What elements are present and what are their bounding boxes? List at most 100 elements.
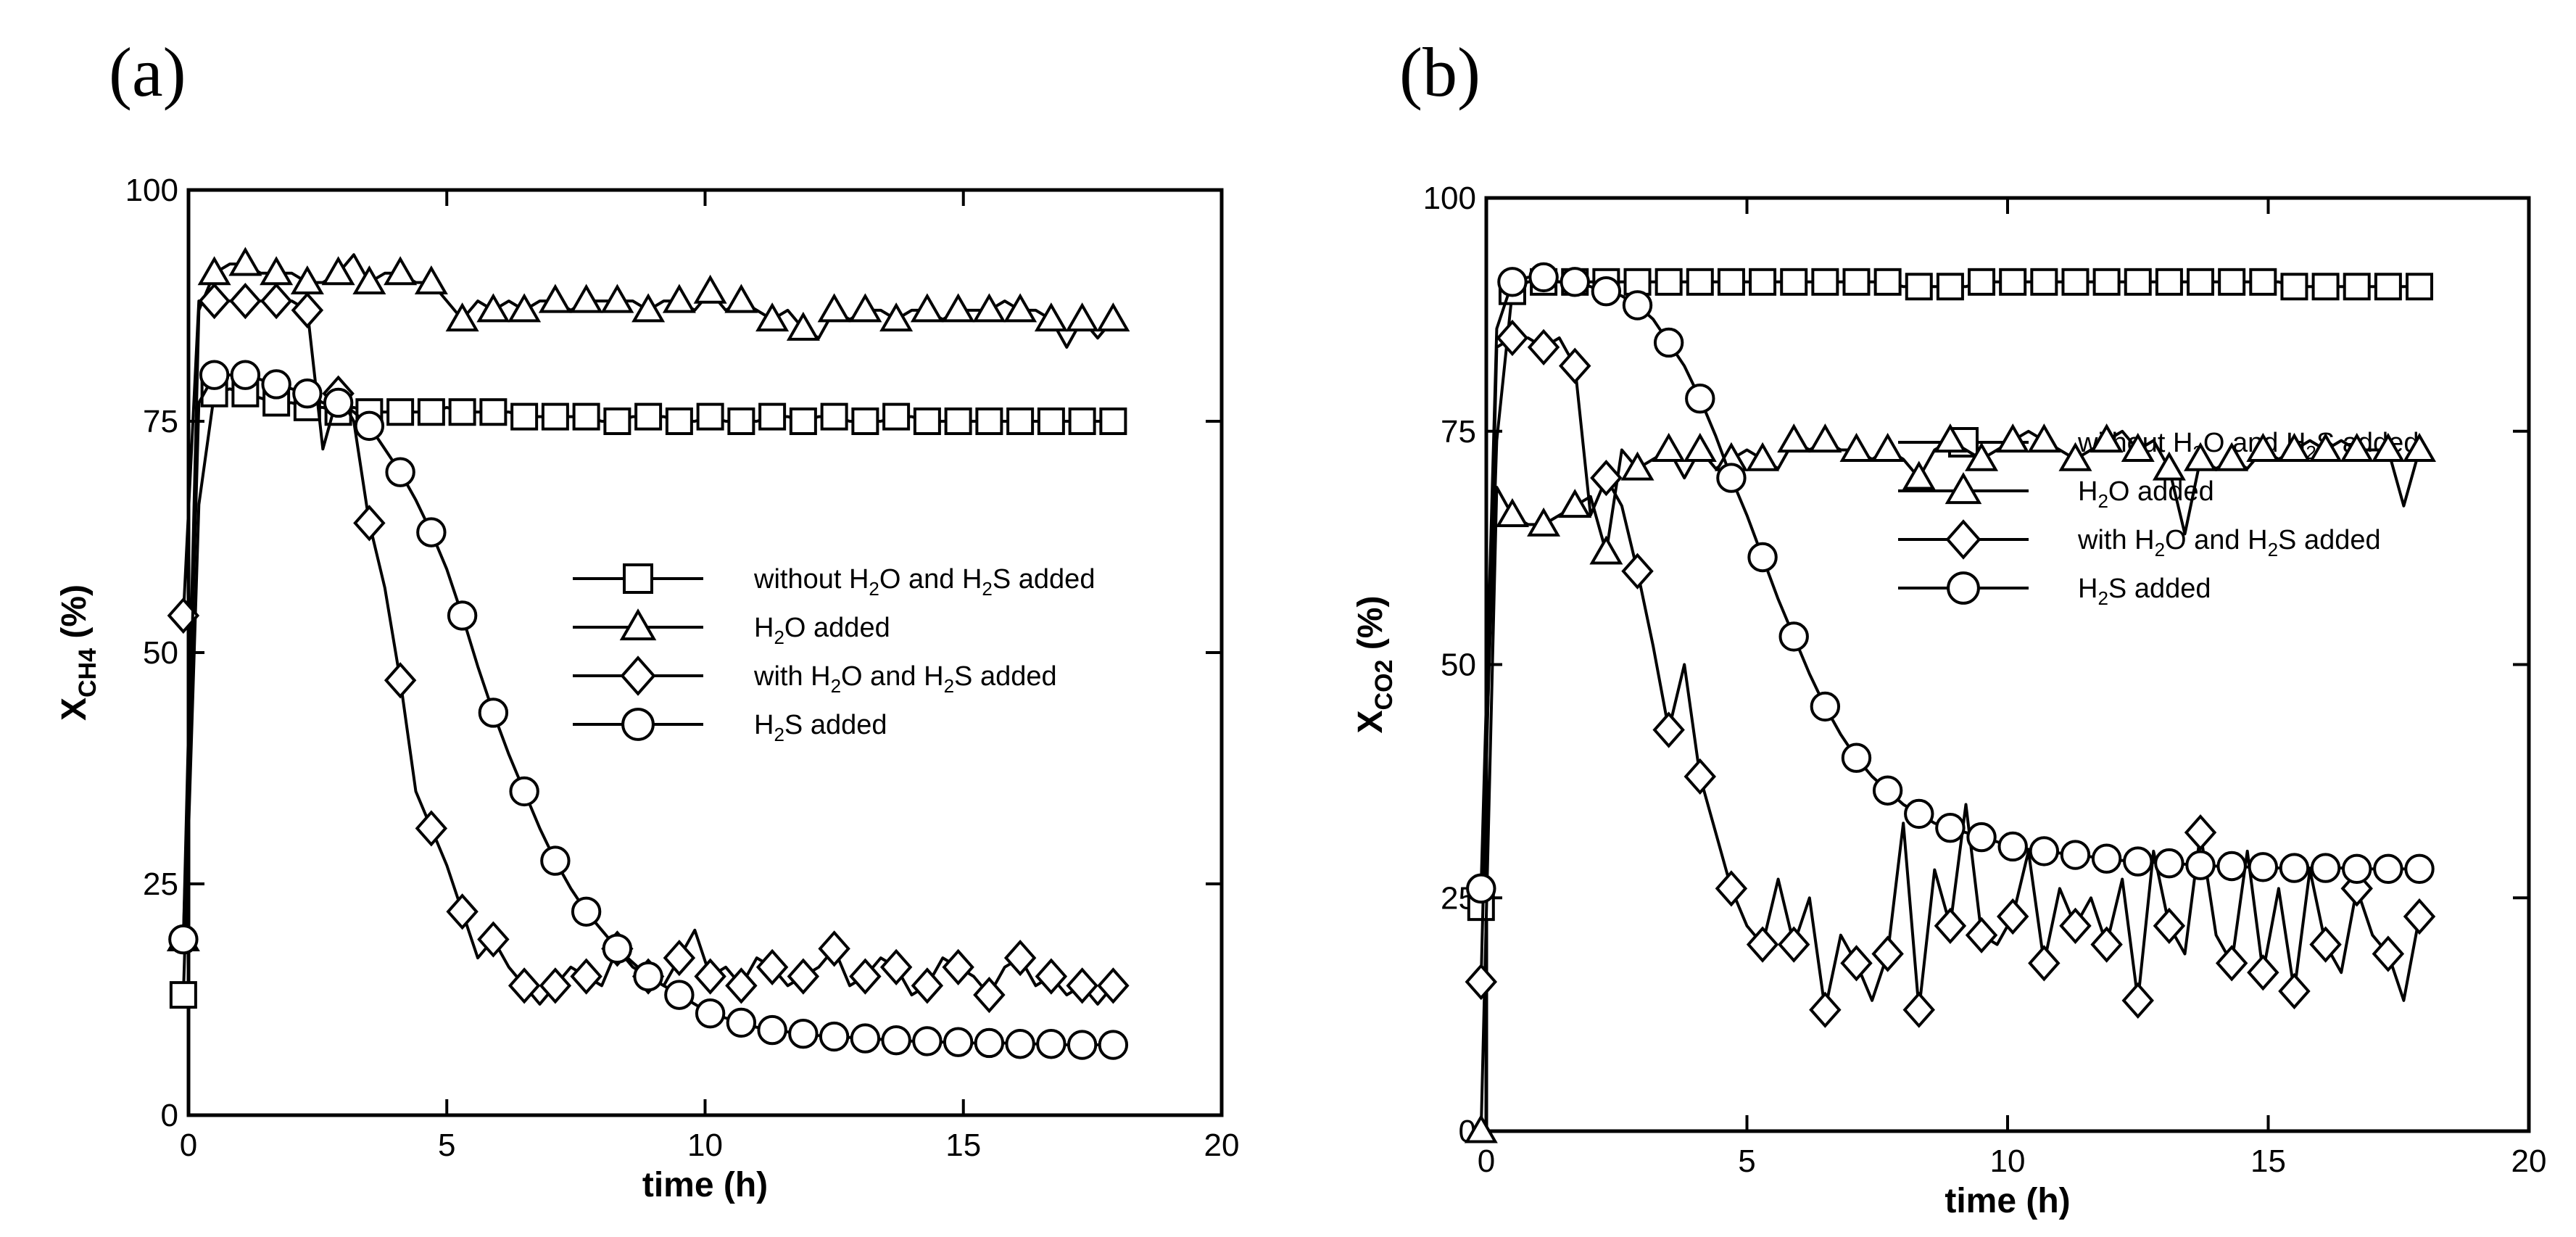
data-point-circle (1560, 267, 1590, 297)
data-point-square (448, 398, 476, 426)
data-point-square (758, 402, 787, 431)
data-point-diamond (2372, 935, 2405, 972)
data-point-diamond (2121, 982, 2154, 1019)
data-point-diamond (1652, 711, 1685, 748)
data-point-diamond (663, 939, 696, 977)
data-point-square (603, 407, 631, 435)
legend-label-part: H (754, 710, 774, 740)
legend-label-part: with H (2077, 525, 2155, 555)
data-point-diamond (879, 948, 913, 985)
data-point-diamond (1003, 939, 1037, 977)
x-tick-label: 10 (1990, 1143, 2026, 1179)
y-tick-label: 75 (143, 404, 178, 439)
legend-label-part: 2 (869, 578, 879, 600)
legend-label: H2O added (754, 613, 890, 648)
series-square (1467, 268, 2434, 922)
data-point-square (1873, 268, 1902, 296)
data-point-diamond (2215, 945, 2248, 982)
data-point-square (1099, 407, 1127, 435)
data-point-square (2061, 268, 2090, 296)
data-point-diamond (1559, 347, 1591, 384)
legend-item: H2S added (573, 708, 887, 745)
data-point-circle (385, 457, 415, 487)
legend-marker-circle (1947, 571, 1980, 605)
plot-frame (1484, 196, 2531, 1133)
series-line (181, 253, 1114, 940)
y-axis-title-unit: (%) (55, 584, 94, 648)
data-point-circle (726, 1007, 757, 1038)
data-point-circle (1966, 822, 1997, 853)
data-point-circle (1685, 384, 1715, 414)
data-point-square (169, 981, 197, 1009)
data-point-circle (788, 1019, 819, 1049)
data-point-triangle (2152, 451, 2186, 481)
data-point-circle (2154, 848, 2184, 879)
data-point-triangle (2371, 432, 2405, 462)
data-point-diamond (1746, 926, 1779, 963)
data-point-square (2249, 268, 2277, 296)
data-point-diamond (2028, 945, 2061, 982)
legend-label-part: 2 (2097, 490, 2108, 512)
data-point-circle (1872, 775, 1903, 806)
data-point-triangle (290, 265, 324, 295)
data-point-diamond (477, 921, 510, 958)
data-point-diamond (1496, 319, 1529, 357)
data-point-triangle (662, 284, 696, 313)
data-point-diamond (2059, 907, 2092, 944)
data-point-circle (602, 933, 633, 964)
data-point-circle (664, 980, 695, 1010)
data-point-triangle (910, 293, 944, 323)
legend-label-part: O and H (841, 661, 944, 692)
y-axis-title-main: X (55, 698, 94, 721)
data-point-diamond (1902, 991, 1935, 1028)
legend-label-part: 2 (982, 578, 992, 600)
y-tick-label: 50 (1441, 648, 1476, 683)
data-point-circle (1067, 1030, 1098, 1060)
data-point-square (2155, 268, 2183, 296)
data-point-circle (1997, 831, 2028, 862)
data-point-square (696, 402, 724, 431)
data-point-diamond (1840, 945, 1873, 982)
x-tick-label: 5 (1738, 1143, 1755, 1179)
data-point-diamond (849, 958, 882, 995)
data-point-triangle (260, 256, 294, 286)
data-point-triangle (1746, 442, 1780, 471)
data-point-circle (230, 360, 261, 390)
data-point-square (1068, 407, 1096, 435)
x-tick-label: 0 (1478, 1143, 1495, 1179)
series-triangle (166, 247, 1130, 952)
data-point-diamond (2184, 814, 2217, 851)
data-point-circle (1466, 873, 1496, 904)
data-point-circle (292, 378, 323, 409)
data-point-circle (447, 600, 478, 631)
data-point-square (1811, 268, 1839, 296)
data-point-circle (1497, 267, 1528, 297)
data-point-square (2280, 273, 2308, 301)
data-point-diamond (260, 283, 293, 320)
panel-label-a: (a) (109, 33, 186, 111)
data-point-square (944, 407, 972, 435)
data-point-circle (850, 1023, 881, 1054)
data-point-diamond (1465, 963, 1498, 1001)
legend-label: H2O added (2078, 476, 2214, 512)
legend-marker-triangle (1945, 472, 1982, 505)
series-diamond (1465, 319, 2436, 1028)
legend-label-part: with H (753, 661, 831, 692)
data-point-circle (1528, 262, 1559, 293)
data-point-square (1006, 407, 1035, 435)
data-point-diamond (2153, 907, 2186, 944)
x-axis-title: time (h) (1945, 1182, 2070, 1220)
data-point-triangle (693, 274, 727, 304)
data-point-square (1654, 268, 1683, 296)
legend-label-part: S added (2108, 574, 2211, 604)
data-point-circle (1591, 276, 1622, 307)
legend-item: with H2O and H2S added (573, 655, 1057, 697)
data-point-square (634, 402, 663, 431)
data-point-triangle (1003, 293, 1038, 323)
legend-label-part: O added (784, 613, 890, 643)
data-point-diamond (570, 958, 602, 995)
data-point-diamond (1777, 926, 1810, 963)
data-point-circle (416, 517, 447, 547)
data-point-triangle (1996, 423, 2030, 453)
